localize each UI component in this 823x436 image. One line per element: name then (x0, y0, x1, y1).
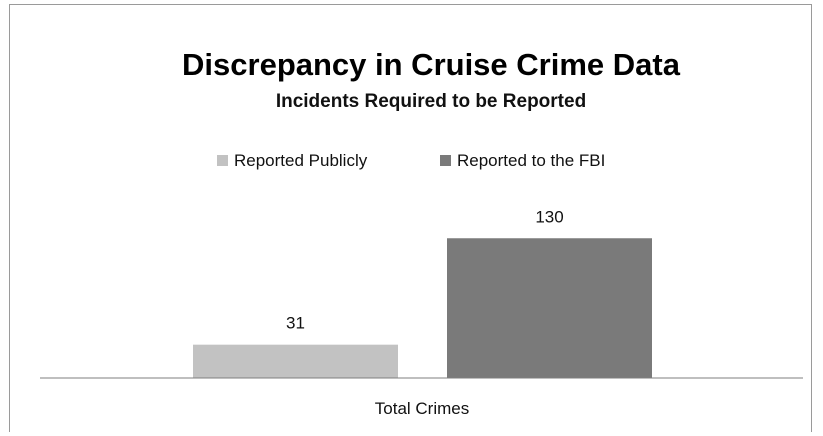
chart-title: Discrepancy in Cruise Crime Data (182, 47, 681, 82)
legend-label-reported-publicly: Reported Publicly (234, 151, 368, 170)
bar-reported-publicly (193, 344, 398, 378)
bar-reported-to-fbi (447, 238, 652, 378)
legend-swatch-reported-publicly (217, 155, 228, 166)
data-label-reported-publicly: 31 (286, 314, 305, 333)
plot-area: 31 130 (193, 207, 652, 378)
legend-label-reported-to-fbi: Reported to the FBI (457, 151, 605, 170)
x-category-label: Total Crimes (375, 399, 469, 418)
chart-subtitle: Incidents Required to be Reported (276, 91, 586, 112)
data-label-reported-to-fbi: 130 (535, 207, 563, 226)
bar-chart: Discrepancy in Cruise Crime Data Inciden… (40, 47, 803, 418)
legend-swatch-reported-to-fbi (440, 155, 451, 166)
chart-frame: Discrepancy in Cruise Crime Data Inciden… (9, 4, 812, 432)
legend: Reported Publicly Reported to the FBI (217, 151, 605, 170)
